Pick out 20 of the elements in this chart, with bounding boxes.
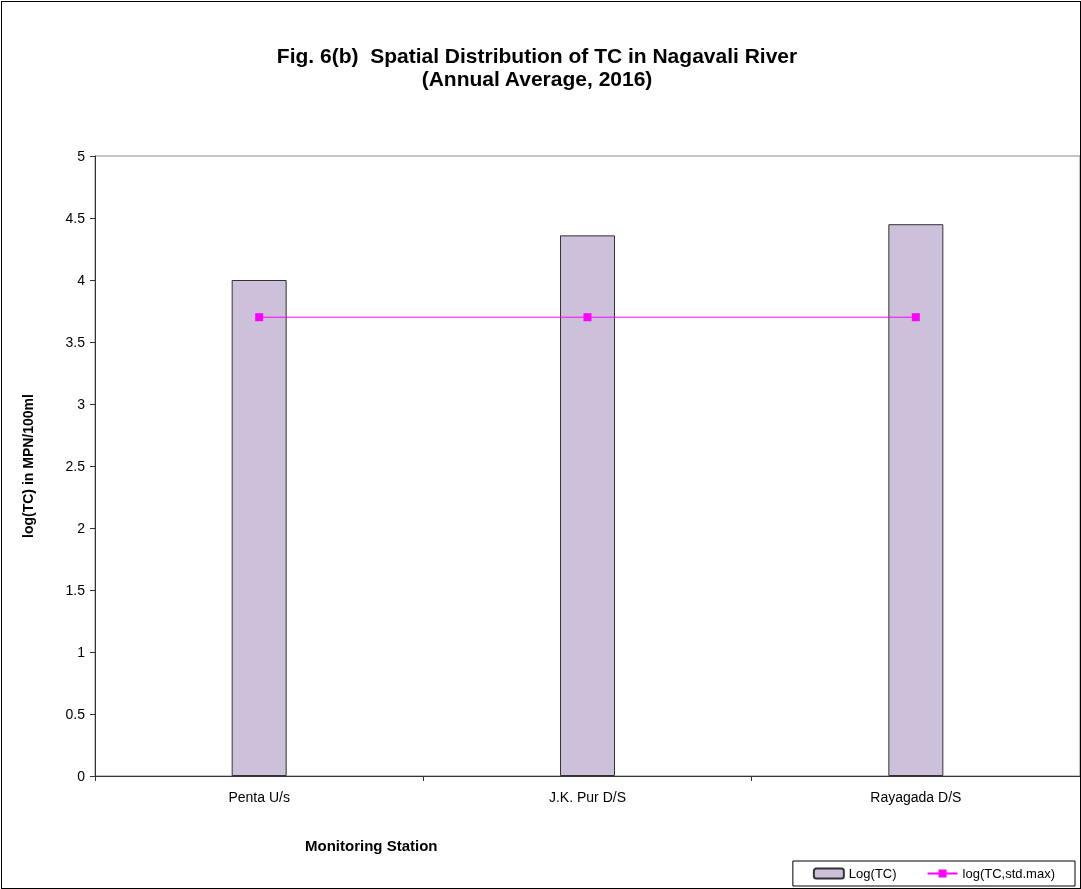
legend-label: Log(TC): [848, 866, 897, 881]
y-tick-label: 2.5: [65, 458, 86, 474]
x-axis-title: Monitoring Station: [305, 837, 438, 854]
y-tick-label: 1: [77, 644, 86, 660]
y-tick-label: 4.5: [65, 210, 86, 226]
y-tick-label: 3.5: [65, 334, 86, 350]
x-tick-label: J.K. Pur D/S: [548, 789, 627, 805]
y-tick-label: 4: [77, 272, 86, 288]
y-tick-label: 2: [77, 520, 86, 536]
y-tick-label: 0.5: [65, 706, 86, 722]
x-tick-label: Penta U/s: [228, 789, 290, 805]
y-axis-title: log(TC) in MPN/100ml: [20, 394, 36, 538]
chart-subtitle: (Annual Average, 2016): [421, 67, 653, 90]
y-tick-label: 1.5: [65, 582, 86, 598]
y-tick-label: 5: [77, 148, 86, 164]
y-tick-label: 3: [77, 396, 86, 412]
x-tick-label: Rayagada D/S: [870, 789, 962, 805]
legend-label: log(TC,std.max): [962, 866, 1056, 881]
y-tick-label: 0: [77, 768, 86, 784]
chart-title: Fig. 6(b) Spatial Distribution of TC in Nagavali River: [276, 44, 798, 67]
